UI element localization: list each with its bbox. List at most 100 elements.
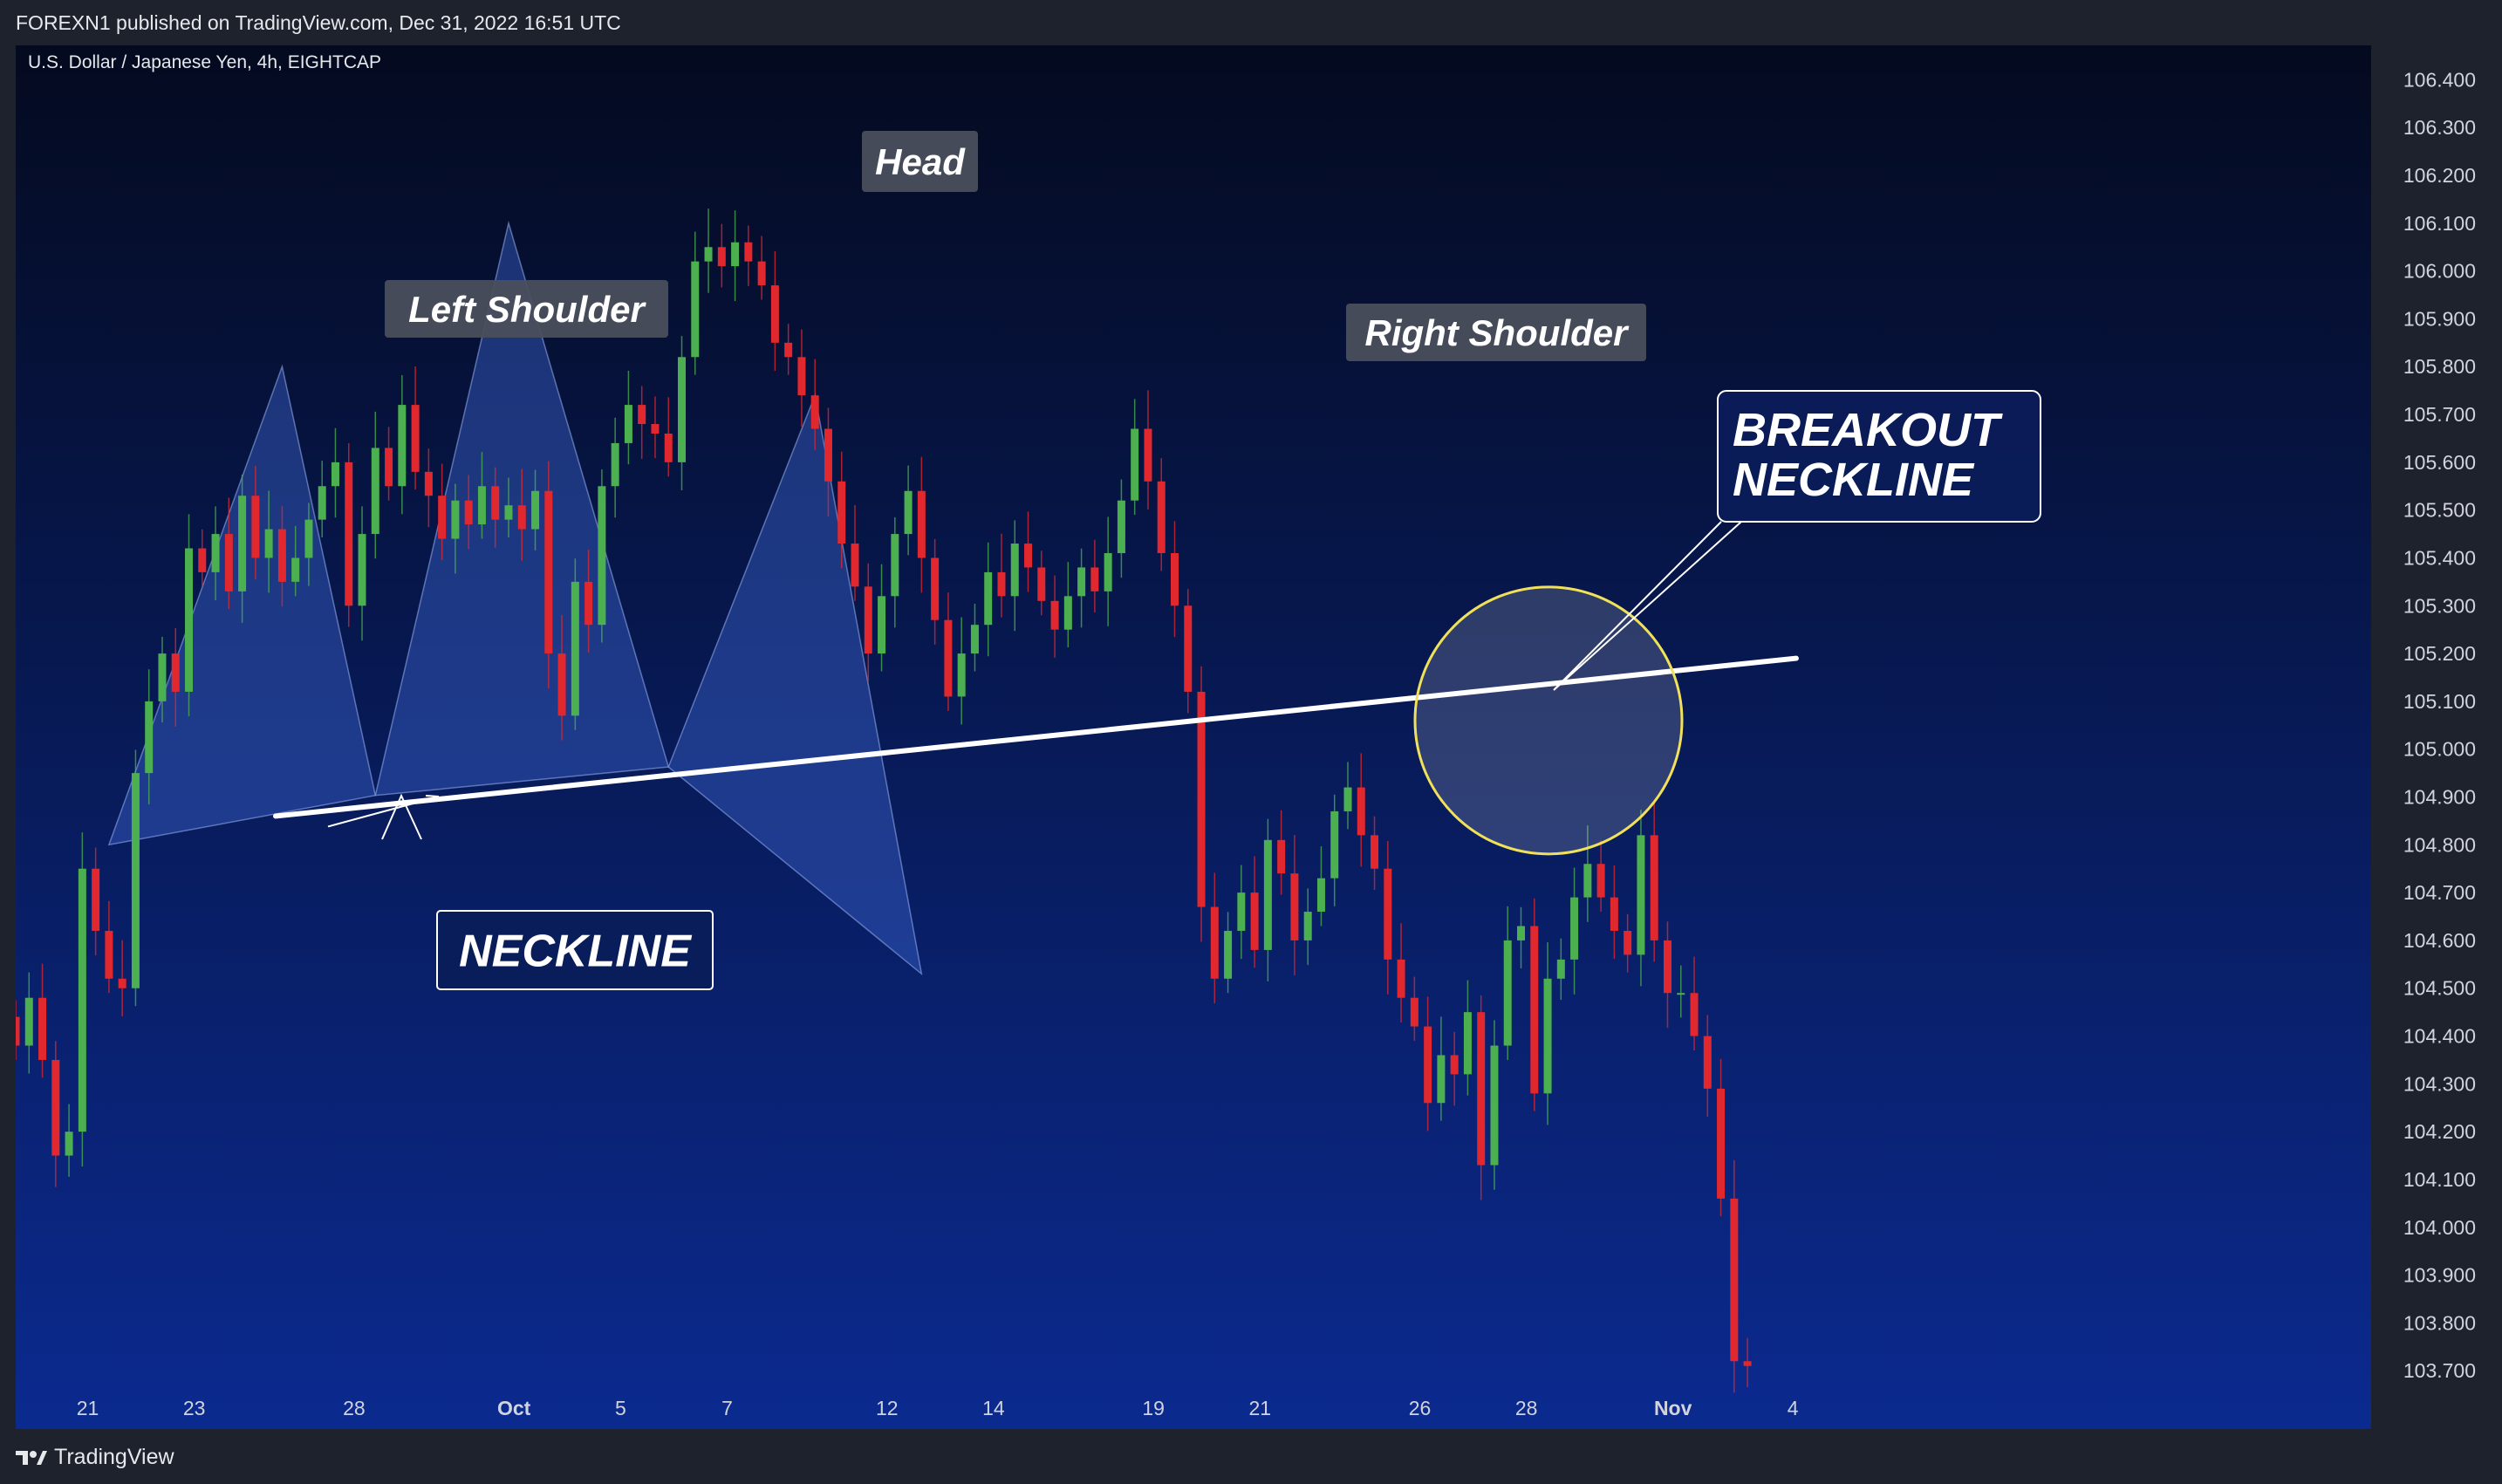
- candle-body: [1117, 500, 1125, 553]
- candle-body: [318, 486, 326, 520]
- candle-body: [411, 405, 420, 472]
- candle-body: [1210, 906, 1219, 979]
- candle-body: [371, 448, 379, 535]
- candle-body: [385, 448, 393, 487]
- candle-body: [224, 534, 233, 592]
- price-tick-label: 104.300: [2403, 1072, 2476, 1095]
- candle-body: [1463, 1012, 1472, 1075]
- time-tick-label: 14: [982, 1397, 1005, 1419]
- candle-body: [105, 930, 113, 979]
- candle-body: [1303, 912, 1312, 940]
- candle-body: [1503, 940, 1512, 1046]
- price-tick-label: 103.800: [2403, 1311, 2476, 1334]
- price-axis[interactable]: 106.400 106.300 106.200 106.100 106.000 105.9…: [2403, 68, 2476, 1382]
- label-right-shoulder-text: Right Shoulder: [1365, 312, 1630, 353]
- candle-body: [1490, 1045, 1499, 1166]
- candle-body: [544, 490, 553, 654]
- candle-body: [1717, 1088, 1726, 1199]
- time-tick-label: Oct: [497, 1397, 531, 1419]
- candle-body: [1224, 930, 1233, 979]
- candle-body: [131, 773, 140, 988]
- candle-body: [158, 653, 167, 701]
- candle-body: [1743, 1361, 1752, 1366]
- candle-body: [531, 490, 540, 530]
- candle-body: [1637, 835, 1645, 955]
- candle-body: [331, 462, 339, 487]
- candle-body: [1730, 1198, 1739, 1362]
- time-tick-label: 7: [721, 1397, 733, 1419]
- candle-body: [651, 424, 660, 434]
- candle-body: [664, 433, 673, 462]
- candle-body: [438, 496, 447, 539]
- price-tick-label: 105.100: [2403, 690, 2476, 713]
- candle-body: [744, 242, 753, 262]
- candle-body: [1077, 567, 1086, 597]
- chart-area[interactable]: U.S. Dollar / Japanese Yen, 4h, EIGHTCAP…: [16, 45, 2502, 1429]
- candle-body: [784, 342, 793, 358]
- label-neckline-text: NECKLINE: [459, 927, 692, 977]
- price-tick-label: 105.200: [2403, 642, 2476, 665]
- candle-body: [864, 586, 872, 654]
- candle-body: [957, 653, 966, 697]
- price-tick-label: 105.800: [2403, 355, 2476, 378]
- candle-body: [1104, 552, 1112, 592]
- publisher-bar: FOREXN1 published on TradingView.com, De…: [0, 0, 2502, 45]
- candle-body: [824, 428, 832, 482]
- candle-body: [517, 505, 526, 530]
- neckline-pointer-arrow: [381, 793, 422, 840]
- candle-body: [770, 285, 779, 343]
- candle-body: [717, 247, 726, 267]
- candle-body: [1610, 897, 1618, 931]
- candle-body: [1037, 567, 1046, 601]
- candle-body: [424, 471, 433, 496]
- candle-body: [1450, 1055, 1459, 1075]
- candle-body: [211, 534, 220, 572]
- label-breakout-box: [1717, 390, 2041, 523]
- time-tick-label: 23: [183, 1397, 206, 1419]
- candle-body: [171, 653, 180, 692]
- candle-body: [65, 1132, 73, 1156]
- price-tick-label: 106.200: [2403, 164, 2476, 187]
- candle-body: [1010, 544, 1019, 597]
- price-tick-label: 105.600: [2403, 451, 2476, 474]
- candle-body: [678, 357, 686, 462]
- price-tick-label: 106.100: [2403, 212, 2476, 235]
- candle-body: [638, 405, 646, 425]
- price-tick-label: 104.400: [2403, 1025, 2476, 1048]
- candle-body: [1170, 552, 1179, 606]
- time-tick-label: 4: [1788, 1397, 1799, 1419]
- candle-body: [1371, 835, 1379, 869]
- candlestick-chart[interactable]: U.S. Dollar / Japanese Yen, 4h, EIGHTCAP…: [16, 45, 2502, 1429]
- price-tick-label: 103.900: [2403, 1264, 2476, 1287]
- time-axis[interactable]: 21 23 28 Oct 5 7 12 14 19 21 26 28 Nov 4: [77, 1397, 1799, 1419]
- candle-body: [477, 486, 486, 525]
- price-tick-label: 103.700: [2403, 1359, 2476, 1382]
- label-left-shoulder-text: Left Shoulder: [408, 289, 646, 330]
- candle-body: [1197, 691, 1206, 907]
- candle-body: [491, 486, 500, 520]
- candle-body: [1690, 993, 1699, 1036]
- candle-body: [1024, 544, 1033, 568]
- candle-body: [970, 625, 979, 654]
- published-info: FOREXN1 published on TradingView.com, De…: [16, 11, 621, 34]
- candle-body: [584, 581, 593, 626]
- price-tick-label: 105.300: [2403, 594, 2476, 617]
- candle-body: [1384, 868, 1392, 960]
- candle-body: [1263, 839, 1272, 950]
- label-breakout-line2: NECKLINE: [1733, 454, 1975, 506]
- candle-body: [1237, 892, 1246, 931]
- footer-bar: TradingView: [0, 1431, 2502, 1484]
- candle-body: [358, 534, 366, 606]
- footer-brand: TradingView: [54, 1445, 174, 1469]
- chart-background: [16, 45, 2502, 1429]
- candle-body: [185, 548, 194, 692]
- candle-body: [1144, 428, 1152, 482]
- tradingview-logo-icon: [16, 1450, 47, 1465]
- time-tick-label: 28: [343, 1397, 366, 1419]
- neckline-pointer: [327, 795, 440, 828]
- candle-body: [1250, 892, 1259, 950]
- candle-body: [1663, 940, 1671, 994]
- candle-body: [1596, 864, 1605, 898]
